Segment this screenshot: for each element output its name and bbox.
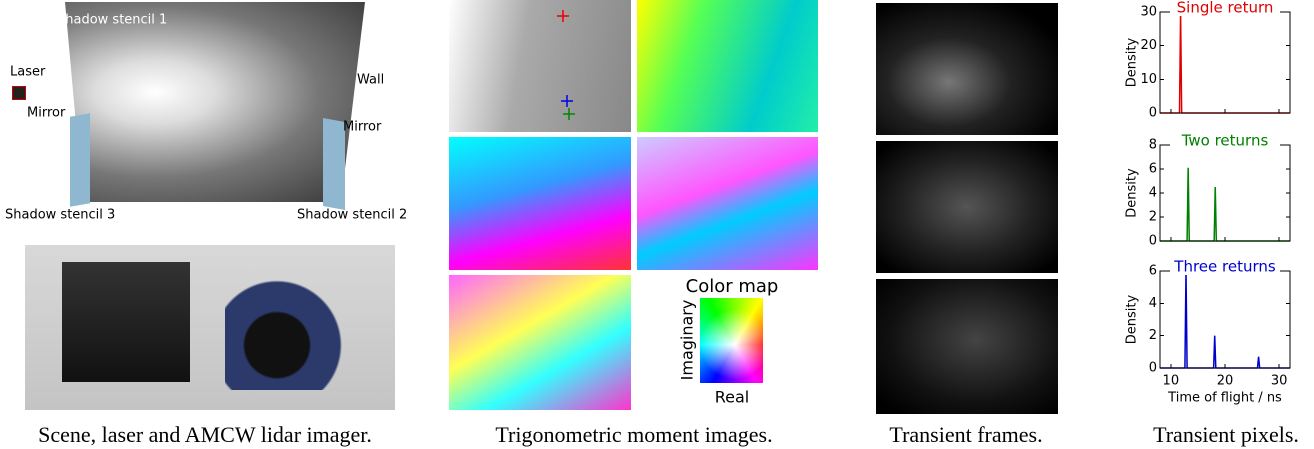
caption: Transient frames. <box>889 422 1042 447</box>
axes-frame <box>1160 145 1290 241</box>
y-tick-label: 4 <box>1149 186 1157 201</box>
colormap-title: Color map <box>686 276 779 297</box>
y-tick-label: 30 <box>1140 5 1157 20</box>
y-tick-label: 0 <box>1149 234 1157 249</box>
x-axis-label: Time of flight / ns <box>1167 391 1282 406</box>
line <box>1160 12 1290 113</box>
label: Wall <box>357 73 384 88</box>
marker <box>561 95 573 107</box>
label: Mirror <box>343 120 382 135</box>
marker <box>563 108 575 120</box>
y-tick-label: 20 <box>1140 38 1157 53</box>
y-tick-label: 8 <box>1149 138 1157 153</box>
label: Shadow stencil 3 <box>5 208 115 223</box>
chart: 0 2 4 6 8 Two returns Density <box>1125 132 1291 249</box>
colormap-x-label: Real <box>715 388 750 407</box>
scene-labels: Shadow stencil 1 Laser Wall Mirror Mirro… <box>5 13 407 223</box>
y-tick-label: 4 <box>1149 296 1157 311</box>
label: Laser <box>10 65 46 80</box>
caption: Trigonometric moment images. <box>495 422 772 447</box>
marker <box>557 10 569 22</box>
y-tick-label: 6 <box>1149 264 1157 279</box>
x-tick-label: 10 <box>1163 374 1180 389</box>
caption: Scene, laser and AMCW lidar imager. <box>38 422 372 447</box>
colormap-y-label: Imaginary <box>678 300 697 381</box>
x-tick-label: 20 <box>1217 374 1234 389</box>
y-tick-label: 0 <box>1149 361 1157 376</box>
y-tick-label: 10 <box>1140 72 1157 87</box>
chart-title: Two returns <box>1181 132 1269 150</box>
y-tick-label: 2 <box>1149 328 1157 343</box>
chart-title: Single return <box>1177 0 1274 17</box>
x-tick-label: 30 <box>1271 374 1288 389</box>
overlay: Shadow stencil 1 Laser Wall Mirror Mirro… <box>0 0 1314 449</box>
y-axis-label: Density <box>1125 37 1140 87</box>
y-axis-label: Density <box>1125 294 1140 344</box>
pixel-markers <box>557 10 575 120</box>
caption: Transient pixels. <box>1153 422 1299 447</box>
chart-title: Three returns <box>1173 258 1276 276</box>
y-tick-label: 0 <box>1149 106 1157 121</box>
chart: 0 10 20 30 Single return Density <box>1125 0 1291 121</box>
chart: 0 2 4 6 10 20 30 Three returns Density Time of fl… <box>1125 258 1291 406</box>
label: Shadow stencil 2 <box>297 208 407 223</box>
axes-frame <box>1160 271 1290 368</box>
line <box>1160 168 1290 241</box>
label: Mirror <box>27 106 66 121</box>
y-tick-label: 6 <box>1149 162 1157 177</box>
label: Shadow stencil 1 <box>57 13 167 28</box>
line <box>1160 271 1290 368</box>
figure: Shadow stencil 1 Laser Wall Mirror Mirro… <box>0 0 1314 449</box>
y-axis-label: Density <box>1125 168 1140 218</box>
y-tick-label: 2 <box>1149 210 1157 225</box>
